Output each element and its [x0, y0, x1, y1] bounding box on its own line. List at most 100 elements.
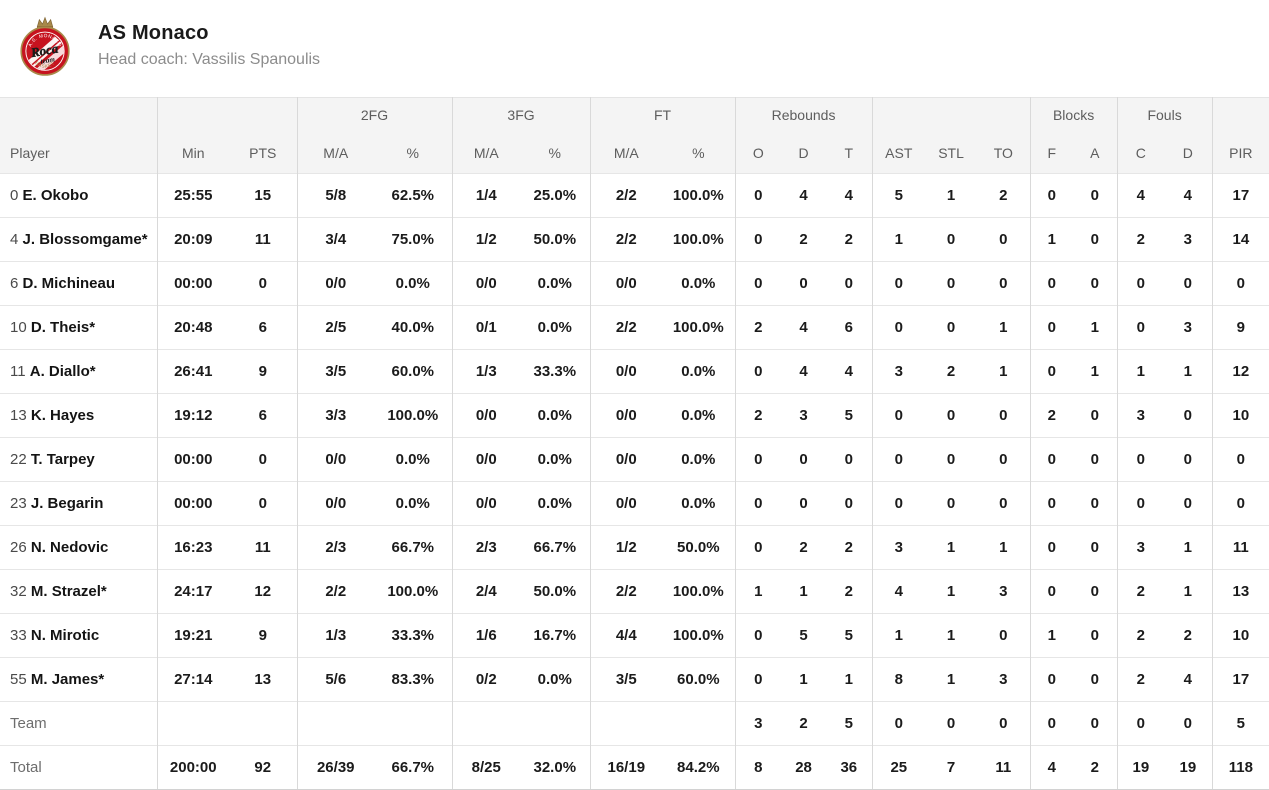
player-cell[interactable]: 32 M. Strazel* [0, 569, 158, 614]
box-score-table: 2FG 3FG FT Rebounds Blocks Fouls Player Min PTS M… [0, 97, 1269, 790]
player-cell[interactable]: 23 J. Begarin [0, 481, 158, 526]
player-cell[interactable]: 26 N. Nedovic [0, 525, 158, 570]
stat-cell: 4 [872, 569, 926, 614]
stat-cell: 1 [781, 569, 827, 614]
stat-cell: 8/25 [452, 745, 521, 790]
stat-cell: 2 [1117, 569, 1165, 614]
stat-cell: 2/2 [590, 217, 663, 262]
table-group-header-row: 2FG 3FG FT Rebounds Blocks Fouls [0, 97, 1269, 132]
stat-cell: 19:21 [157, 613, 229, 658]
column-header-a-16: A [1073, 132, 1118, 174]
player-cell[interactable]: 4 J. Blossomgame* [0, 217, 158, 262]
stat-cell: 0 [925, 217, 978, 262]
stat-cell: 1/4 [452, 173, 521, 218]
stat-cell: 0/0 [297, 261, 374, 306]
stat-cell: 0 [872, 481, 926, 526]
stat-cell: 200:00 [157, 745, 229, 790]
player-row: 10 D. Theis* 20:48 6 2/5 40.0% 0/1 0.0% 2/2 100.… [0, 305, 1269, 350]
coach-name: Head coach: Vassilis Spanoulis [98, 51, 321, 68]
stat-cell: 0 [826, 261, 873, 306]
stat-cell: 0 [1073, 261, 1118, 306]
stat-cell: 1 [1030, 217, 1074, 262]
column-header-player-0: Player [0, 132, 158, 174]
column-header--4: % [374, 132, 453, 174]
stat-cell: 5 [826, 613, 873, 658]
stat-cell: 83.3% [374, 657, 453, 702]
stat-cell: 3/3 [297, 393, 374, 438]
total-row: Total 200:00 92 26/39 66.7% 8/25 32.0% 16/19 84.… [0, 745, 1269, 790]
stat-cell: 0 [1212, 261, 1269, 306]
player-name: D. Michineau [22, 275, 116, 292]
player-cell[interactable]: 13 K. Hayes [0, 393, 158, 438]
player-row: 33 N. Mirotic 19:21 9 1/3 33.3% 1/6 16.7% 4/4 10… [0, 613, 1269, 658]
stat-cell: 13 [1212, 569, 1269, 614]
stat-cell: 0 [735, 525, 782, 570]
stat-cell: 5 [826, 393, 873, 438]
table-column-header-row: Player Min PTS M/A% M/A% M/A% O D T AST STL TO F A C D P… [0, 132, 1269, 174]
stat-cell: 0.0% [520, 305, 591, 350]
stat-cell: 100.0% [662, 217, 736, 262]
stat-cell: 3 [872, 349, 926, 394]
stat-cell [662, 701, 736, 746]
stat-cell [297, 701, 374, 746]
stat-cell: 0/0 [452, 437, 521, 482]
stat-cell: 0.0% [520, 657, 591, 702]
stat-cell: 0.0% [374, 481, 453, 526]
player-cell[interactable]: 33 N. Mirotic [0, 613, 158, 658]
stat-cell: 24:17 [157, 569, 229, 614]
jersey-number: 0 [10, 187, 23, 204]
player-row: 32 M. Strazel* 24:17 12 2/2 100.0% 2/4 50.0% 2/… [0, 569, 1269, 614]
stat-cell: 2/3 [452, 525, 521, 570]
stat-cell: 0 [925, 481, 978, 526]
stat-cell: 0 [1164, 701, 1213, 746]
jersey-number: 26 [10, 539, 31, 556]
stat-cell: 0 [977, 701, 1031, 746]
player-cell[interactable]: 22 T. Tarpey [0, 437, 158, 482]
stat-cell: 4 [826, 173, 873, 218]
stat-cell: 0/0 [590, 261, 663, 306]
stat-cell: 2/3 [297, 525, 374, 570]
stat-cell: 4 [1030, 745, 1074, 790]
column-header-ma-5: M/A [452, 132, 521, 174]
stat-cell: 0.0% [662, 349, 736, 394]
stat-cell: 0/0 [452, 481, 521, 526]
player-row: 23 J. Begarin 00:00 0 0/0 0.0% 0/0 0.0% 0/0 0.0%… [0, 481, 1269, 526]
stat-cell: 1/3 [452, 349, 521, 394]
stat-cell: 0 [872, 437, 926, 482]
stat-cell: 2 [1117, 217, 1165, 262]
stat-cell: 19 [1117, 745, 1165, 790]
stat-cell: 0.0% [662, 261, 736, 306]
stat-cell: 19:12 [157, 393, 229, 438]
stat-cell: 1 [925, 173, 978, 218]
stat-cell: 1/2 [452, 217, 521, 262]
player-cell[interactable]: 11 A. Diallo* [0, 349, 158, 394]
stat-cell: 3 [1117, 525, 1165, 570]
column-header-c-17: C [1117, 132, 1165, 174]
stat-cell: 19 [1164, 745, 1213, 790]
svg-text:Roca: Roca [29, 40, 60, 60]
stat-cell: 60.0% [662, 657, 736, 702]
player-cell[interactable]: 10 D. Theis* [0, 305, 158, 350]
stat-cell: 0 [735, 217, 782, 262]
stat-cell: 00:00 [157, 481, 229, 526]
stat-cell: 0 [735, 349, 782, 394]
player-cell[interactable]: 6 D. Michineau [0, 261, 158, 306]
stat-cell: 2 [781, 701, 827, 746]
stat-cell: 0 [1073, 525, 1118, 570]
stat-cell: 0.0% [662, 481, 736, 526]
stat-cell: 62.5% [374, 173, 453, 218]
column-header-o-9: O [735, 132, 782, 174]
stat-cell: 100.0% [374, 393, 453, 438]
stat-cell: 0 [977, 217, 1031, 262]
stat-cell: 11 [229, 525, 298, 570]
player-row: 6 D. Michineau 00:00 0 0/0 0.0% 0/0 0.0% 0/0 0.0… [0, 261, 1269, 306]
stat-cell: 9 [229, 613, 298, 658]
player-cell[interactable]: 55 M. James* [0, 657, 158, 702]
stat-cell: 0/1 [452, 305, 521, 350]
stat-cell: 0 [1117, 261, 1165, 306]
group-header-rebounds: Rebounds [735, 97, 873, 132]
stat-cell: 20:09 [157, 217, 229, 262]
stat-cell: 6 [826, 305, 873, 350]
player-cell[interactable]: 0 E. Okobo [0, 173, 158, 218]
stat-cell: 0.0% [374, 261, 453, 306]
